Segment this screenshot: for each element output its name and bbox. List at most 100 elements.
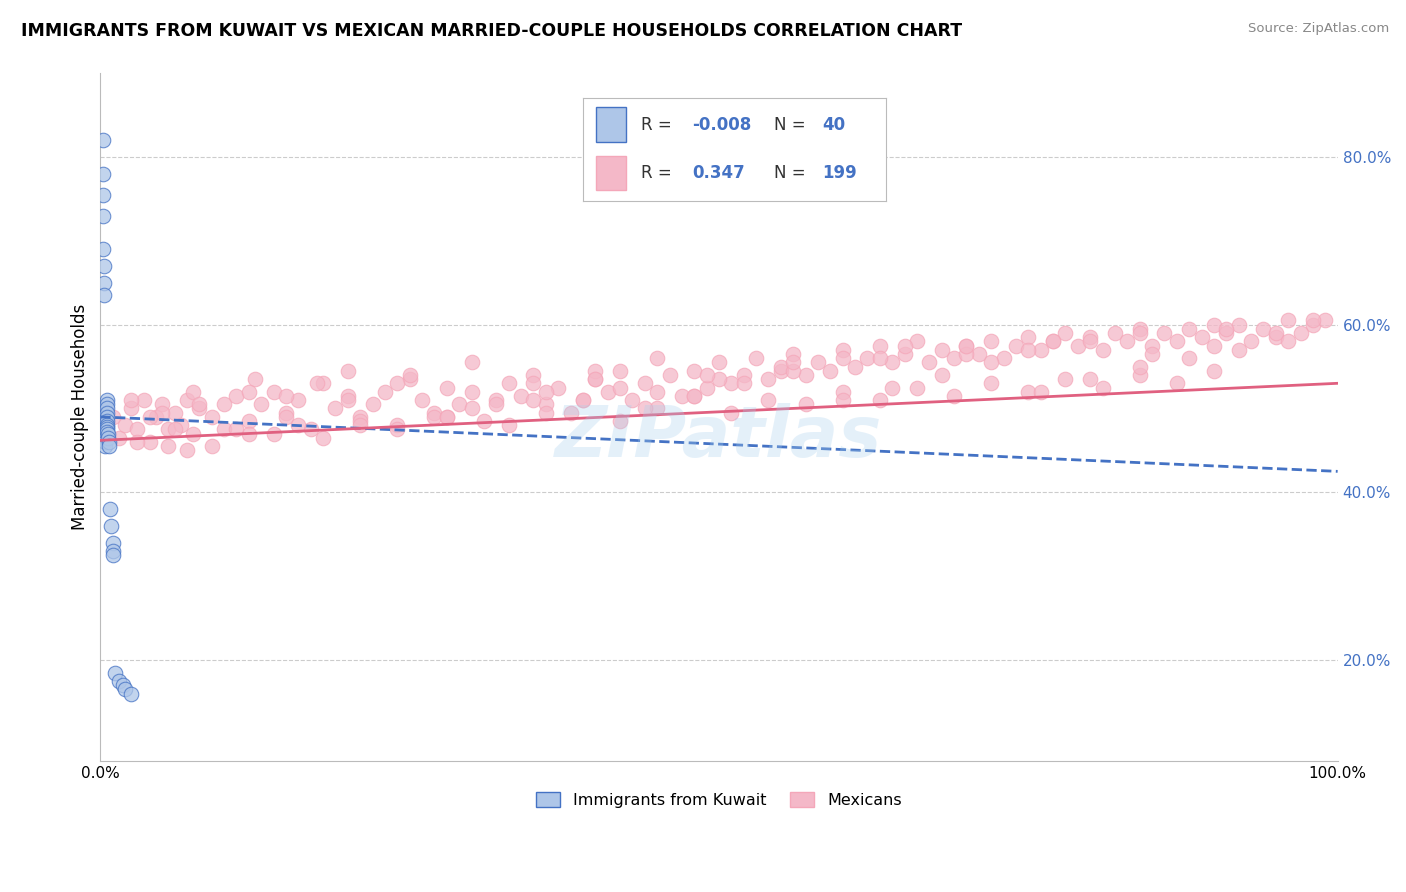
Point bbox=[671, 389, 693, 403]
Point bbox=[1017, 343, 1039, 357]
Point bbox=[96, 401, 118, 416]
Point bbox=[238, 384, 260, 399]
Point bbox=[882, 380, 904, 394]
Point bbox=[157, 439, 180, 453]
Point bbox=[522, 393, 544, 408]
Point bbox=[96, 409, 118, 424]
Text: -0.008: -0.008 bbox=[692, 116, 752, 134]
Point bbox=[1166, 334, 1188, 349]
Point bbox=[1129, 359, 1152, 374]
Point bbox=[312, 376, 335, 391]
Point bbox=[1202, 318, 1225, 332]
Point bbox=[733, 376, 755, 391]
Point bbox=[101, 535, 124, 549]
Point bbox=[1042, 334, 1064, 349]
Point bbox=[94, 426, 117, 441]
Point bbox=[683, 389, 706, 403]
Point bbox=[955, 338, 977, 352]
Point bbox=[882, 355, 904, 369]
Point bbox=[769, 359, 792, 374]
Point bbox=[96, 418, 118, 433]
Point bbox=[91, 187, 114, 202]
Point bbox=[831, 343, 853, 357]
Point bbox=[212, 422, 235, 436]
Point bbox=[621, 393, 644, 408]
Point bbox=[510, 389, 533, 403]
Point bbox=[93, 422, 115, 436]
Point bbox=[176, 443, 198, 458]
Point bbox=[1277, 313, 1299, 327]
Point bbox=[436, 409, 458, 424]
Point bbox=[91, 133, 114, 147]
Point bbox=[893, 347, 915, 361]
Point bbox=[91, 209, 114, 223]
Point bbox=[1178, 351, 1201, 366]
Point bbox=[436, 409, 458, 424]
Point bbox=[707, 355, 730, 369]
Point bbox=[707, 372, 730, 386]
Point bbox=[349, 414, 371, 428]
Point bbox=[411, 393, 433, 408]
Point bbox=[1005, 338, 1028, 352]
Point bbox=[349, 409, 371, 424]
Point bbox=[398, 368, 420, 382]
Point bbox=[534, 406, 557, 420]
Point bbox=[1178, 322, 1201, 336]
Point bbox=[120, 401, 142, 416]
Point bbox=[176, 393, 198, 408]
Point bbox=[108, 674, 131, 689]
Point bbox=[596, 384, 619, 399]
Point bbox=[98, 502, 121, 516]
Point bbox=[572, 393, 595, 408]
Point bbox=[96, 425, 118, 439]
Point bbox=[349, 418, 371, 433]
Point bbox=[943, 351, 966, 366]
Point bbox=[1067, 338, 1090, 352]
Point bbox=[170, 418, 193, 433]
Text: R =: R = bbox=[641, 116, 672, 134]
Point bbox=[758, 372, 780, 386]
Point bbox=[93, 259, 115, 273]
Point bbox=[658, 368, 681, 382]
Point bbox=[93, 418, 115, 433]
Point bbox=[856, 351, 879, 366]
Point bbox=[967, 347, 990, 361]
Text: N =: N = bbox=[773, 164, 806, 182]
Point bbox=[436, 380, 458, 394]
Point bbox=[1191, 330, 1213, 344]
Point bbox=[1129, 322, 1152, 336]
Point bbox=[1140, 338, 1163, 352]
Point bbox=[139, 435, 162, 450]
Point bbox=[188, 401, 211, 416]
Point bbox=[1054, 372, 1077, 386]
FancyBboxPatch shape bbox=[596, 155, 626, 190]
Point bbox=[820, 364, 842, 378]
Point bbox=[114, 418, 136, 433]
Point bbox=[94, 439, 117, 453]
Point bbox=[100, 519, 122, 533]
Point bbox=[305, 376, 328, 391]
Point bbox=[1017, 384, 1039, 399]
Point bbox=[645, 351, 668, 366]
Point bbox=[398, 372, 420, 386]
Point bbox=[460, 384, 482, 399]
Point bbox=[1202, 364, 1225, 378]
FancyBboxPatch shape bbox=[596, 107, 626, 142]
Point bbox=[696, 380, 718, 394]
Point bbox=[831, 351, 853, 366]
Point bbox=[312, 431, 335, 445]
Point bbox=[243, 372, 266, 386]
Point bbox=[96, 397, 118, 411]
Point bbox=[720, 406, 742, 420]
Point bbox=[250, 397, 273, 411]
Point bbox=[96, 406, 118, 420]
Point bbox=[336, 364, 359, 378]
Point bbox=[1042, 334, 1064, 349]
Point bbox=[120, 687, 142, 701]
Point bbox=[150, 397, 173, 411]
Point bbox=[127, 422, 149, 436]
Point bbox=[645, 401, 668, 416]
Point bbox=[683, 389, 706, 403]
Point bbox=[287, 418, 309, 433]
Point bbox=[1029, 384, 1052, 399]
